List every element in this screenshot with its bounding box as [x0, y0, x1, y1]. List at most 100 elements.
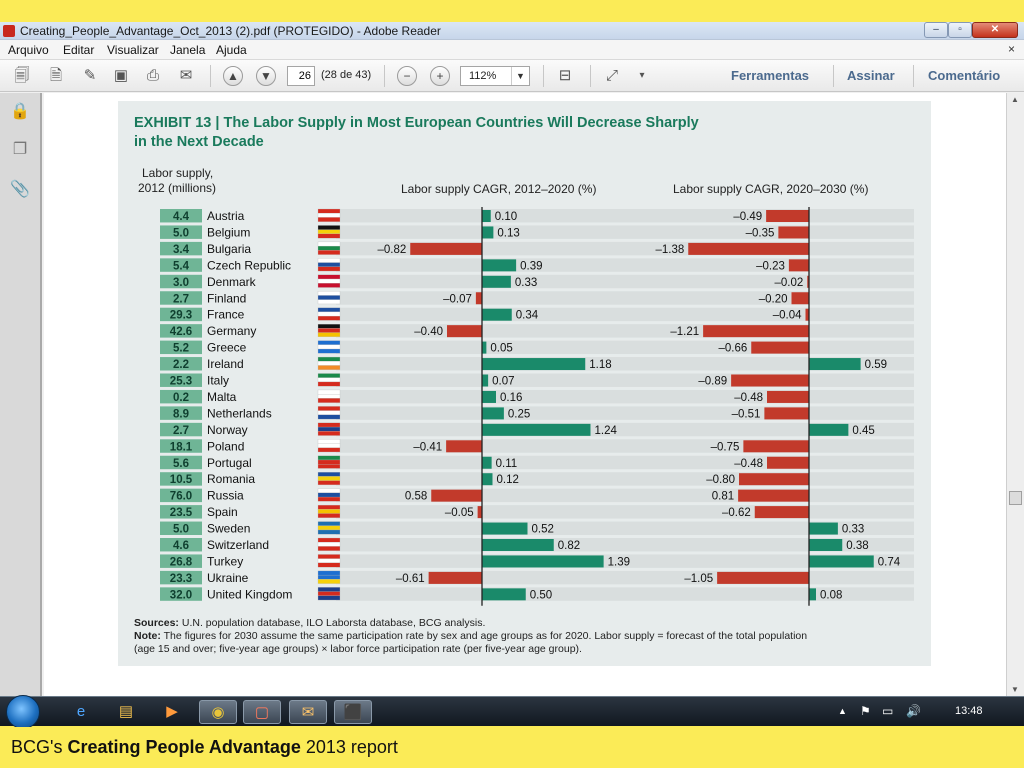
label-2012-2020: 0.50 [530, 589, 552, 601]
bar-2012-2020 [482, 210, 491, 222]
start-button[interactable] [6, 695, 40, 729]
app-icon[interactable]: ▢ [243, 700, 281, 724]
zoom-out-icon[interactable]: − [397, 66, 417, 86]
row-band [336, 307, 914, 322]
email-icon[interactable]: ✉ [179, 67, 193, 84]
fit-page-icon[interactable]: ⊟ [558, 67, 572, 84]
svg-text:Note: The figures for 2030 ass: Note: The figures for 2030 assume the sa… [134, 630, 807, 642]
country-label: Bulgaria [207, 242, 251, 256]
flag-stripe [317, 537, 341, 543]
file-explorer-icon[interactable]: ▤ [118, 703, 134, 720]
volume-icon[interactable]: 🔊 [906, 704, 921, 718]
supply-value: 23.5 [170, 507, 193, 519]
next-page-icon[interactable]: ▼ [256, 66, 276, 86]
media-player-icon[interactable]: ▶ [166, 703, 178, 720]
pages-icon[interactable]: ❐ [12, 141, 28, 158]
country-label: Ireland [207, 357, 244, 371]
country-label: Finland [207, 291, 246, 305]
flag-stripe [317, 570, 341, 576]
edit-pdf-icon[interactable]: ✎ [83, 67, 97, 84]
row-band [336, 587, 914, 601]
lock-icon[interactable]: 🔒 [10, 103, 30, 120]
bar-2020-2030 [703, 325, 809, 338]
scroll-down-icon[interactable]: ▼ [1011, 685, 1019, 694]
flag-stripe [317, 233, 341, 239]
flag-icon[interactable]: ⚑ [860, 704, 871, 718]
sources-text: U.N. population database, ILO Laborsta d… [182, 617, 486, 629]
zoom-in-icon[interactable]: + [430, 66, 450, 86]
export-pdf-icon[interactable]: 🗎 [49, 67, 63, 84]
attachment-icon[interactable]: 📎 [10, 181, 30, 198]
menu-janela[interactable]: Janela [170, 43, 206, 57]
comment-link[interactable]: Comentário [928, 68, 1001, 83]
label-2012-2020: –0.82 [377, 244, 406, 256]
cagr2-header: Labor supply CAGR, 2020–2030 (%) [673, 182, 868, 196]
menu-editar[interactable]: Editar [63, 43, 95, 57]
bar-2012-2020 [482, 226, 494, 239]
flag-stripe [317, 283, 341, 288]
chevron-down-icon[interactable]: ▼ [511, 67, 529, 85]
page-number-input[interactable] [287, 66, 315, 86]
chrome-icon[interactable]: ◉ [199, 700, 237, 724]
menu-arquivo[interactable]: Arquivo [8, 43, 49, 57]
flag-stripe [317, 422, 341, 428]
country-label: Austria [207, 209, 245, 223]
supply-value: 23.3 [170, 573, 192, 585]
flag-stripe [317, 463, 341, 469]
country-label: Russia [207, 489, 244, 503]
label-2012-2020: 0.11 [496, 458, 518, 470]
label-2012-2020: 0.07 [492, 376, 514, 388]
bar-2020-2030 [767, 456, 809, 469]
internet-explorer-icon[interactable]: e [76, 703, 86, 720]
toolbar-options-icon[interactable]: ▾ [639, 70, 645, 81]
menu-ajuda[interactable]: Ajuda [216, 43, 247, 57]
bar-2020-2030 [743, 440, 809, 453]
row-band [336, 258, 914, 272]
full-screen-icon[interactable]: ⤢ [605, 67, 618, 84]
page-count: (28 de 43) [321, 69, 372, 81]
vertical-scrollbar[interactable]: ▲ ▼ [1006, 93, 1024, 696]
country-label: Portugal [207, 456, 252, 470]
bar-2020-2030 [766, 210, 809, 222]
country-label: Czech Republic [207, 258, 291, 272]
scroll-thumb[interactable] [1009, 491, 1022, 505]
adobe-reader-window: Creating_People_Advantage_Oct_2013 (2).p… [0, 22, 1024, 696]
flag-stripe [317, 241, 341, 247]
sign-link[interactable]: Assinar [847, 68, 895, 83]
bar-2020-2030 [739, 473, 809, 486]
save-icon[interactable]: ▣ [113, 67, 129, 84]
zoom-select[interactable]: 112% ▼ [460, 66, 530, 86]
flag-stripe [317, 443, 341, 448]
flag-stripe [317, 455, 341, 461]
bar-2020-2030 [791, 292, 809, 305]
network-icon[interactable]: ▭ [882, 704, 894, 718]
label-2020-2030: –0.49 [733, 211, 762, 223]
country-label: France [207, 308, 245, 322]
flag-stripe [317, 328, 341, 333]
flag-stripe [317, 332, 341, 338]
show-hidden-icons-icon[interactable]: ▲ [838, 706, 847, 716]
label-2020-2030: 0.38 [846, 540, 868, 552]
supply-cell [160, 357, 202, 371]
document-close-icon[interactable]: × [1008, 42, 1016, 56]
row-band [336, 538, 914, 552]
flag-stripe [317, 229, 341, 235]
previous-page-icon[interactable]: ▲ [223, 66, 243, 86]
scroll-up-icon[interactable]: ▲ [1011, 95, 1019, 104]
country-label: Switzerland [207, 538, 269, 552]
adobe-reader-icon[interactable]: ⬛ [334, 700, 372, 724]
top-banner [0, 0, 1024, 22]
close-button[interactable]: ✕ [972, 22, 1018, 38]
row-band [336, 422, 914, 437]
tools-link[interactable]: Ferramentas [731, 68, 810, 83]
menu-visualizar[interactable]: Visualizar [107, 43, 159, 57]
clock: 13:48 [955, 705, 983, 717]
bar-2020-2030 [805, 308, 809, 321]
print-icon[interactable]: ⎙ [146, 67, 159, 84]
create-pdf-icon[interactable]: 🗐 [14, 67, 30, 84]
minimize-button[interactable]: – [924, 22, 948, 38]
mail-icon[interactable]: ✉ [289, 700, 327, 724]
maximize-button[interactable]: ▫ [948, 22, 972, 38]
exhibit-label: EXHIBIT 13 [134, 115, 211, 131]
row-band [336, 389, 914, 404]
